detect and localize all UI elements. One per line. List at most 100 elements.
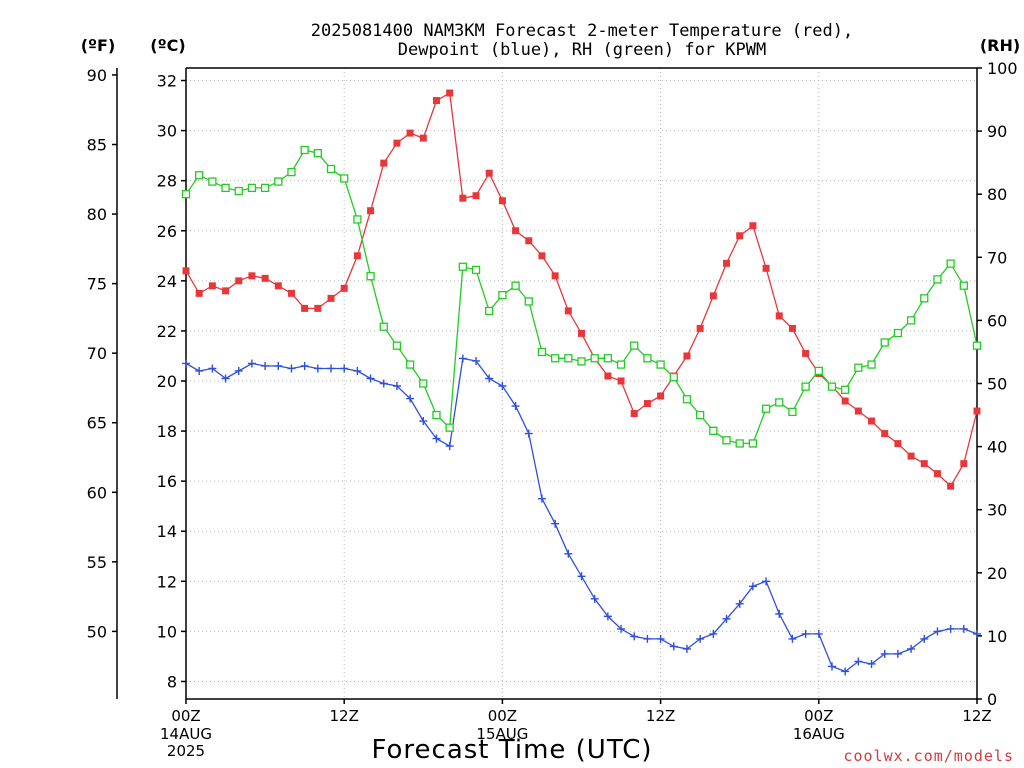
temperature-point [960, 460, 968, 468]
dewpoint-point [221, 374, 230, 383]
rh-point [511, 281, 520, 290]
dewpoint-point [669, 642, 678, 651]
rh-point [379, 322, 388, 331]
dewpoint-point [458, 354, 467, 363]
rh-point [656, 360, 665, 369]
temperature-point [920, 460, 928, 468]
dewpoint-point [959, 624, 968, 633]
dewpoint-point [498, 382, 507, 391]
dewpoint-point [867, 659, 876, 668]
rh-point [709, 426, 718, 435]
rh-point [788, 407, 797, 417]
dewpoint-point [577, 572, 586, 581]
x-axis-label: Forecast Time (UTC) [371, 735, 652, 765]
temperature-point [432, 97, 440, 105]
fahrenheit-tick-label: 55 [87, 553, 107, 572]
dewpoint-point [511, 402, 520, 411]
rh-point [392, 341, 402, 350]
dewpoint-point [485, 374, 494, 383]
dewpoint-point [406, 394, 415, 403]
dewpoint-point [946, 624, 955, 633]
dewpoint-point [603, 612, 612, 621]
rh-point [326, 164, 336, 174]
celsius-tick-label: 20 [157, 372, 177, 391]
dewpoint-point [366, 374, 375, 383]
temperature-point [933, 470, 941, 478]
rh-point [841, 385, 850, 394]
rh-point [419, 379, 428, 388]
temperature-point [261, 274, 269, 282]
x-tick-label: 12Z [330, 707, 359, 725]
rh-point [234, 186, 243, 196]
rh-point [524, 297, 533, 306]
temperature-point [485, 169, 493, 177]
temperature-point [907, 452, 915, 460]
rh-point [590, 354, 599, 363]
temperature-point [564, 307, 572, 315]
fahrenheit-tick-label: 60 [87, 483, 107, 502]
rh-point [920, 294, 929, 303]
rh-point [313, 149, 322, 158]
rh-tick-label: 100 [987, 59, 1018, 78]
dewpoint-point [893, 649, 902, 658]
temperature-point [472, 192, 480, 200]
temperature-point [498, 197, 506, 205]
rh-point [577, 357, 586, 366]
rh-point [300, 145, 309, 155]
fahrenheit-unit-label: (ºF) [81, 36, 116, 55]
celsius-unit-label: (ºC) [150, 36, 185, 55]
temperature-point [973, 407, 981, 415]
temperature-point [723, 259, 731, 267]
rh-point [669, 373, 678, 382]
fahrenheit-tick-label: 80 [87, 205, 107, 224]
dewpoint-point [854, 657, 863, 666]
temperature-point [208, 282, 216, 290]
temperature-point [881, 430, 889, 438]
dewpoint-point [274, 361, 283, 370]
rh-point [181, 190, 191, 199]
rh-point [616, 360, 626, 369]
temperature-point [327, 294, 335, 302]
temperature-point [248, 272, 256, 280]
dewpoint-point [182, 359, 190, 368]
rh-point [405, 360, 415, 369]
dewpoint-point [617, 624, 626, 633]
rh-point [195, 171, 204, 180]
dewpoint-point [195, 366, 204, 375]
rh-tick-label: 80 [987, 185, 1007, 204]
rh-tick-label: 0 [987, 690, 997, 709]
dewpoint-point [300, 361, 309, 370]
dewpoint-point [327, 364, 336, 373]
dewpoint-point [748, 582, 757, 591]
rh-point [471, 265, 481, 275]
rh-point [972, 341, 982, 350]
rh-point [946, 259, 955, 268]
rh-point [906, 316, 916, 325]
rh-tick-label: 60 [987, 311, 1007, 330]
temperature-point [630, 410, 638, 418]
temperature-point [788, 324, 796, 332]
temperature-point [525, 237, 533, 245]
dewpoint-point [247, 359, 256, 368]
rh-point [485, 306, 494, 316]
dewpoint-point [696, 634, 705, 643]
temperature-point [353, 252, 361, 260]
dewpoint-point [590, 594, 599, 603]
dewpoint-point [524, 429, 533, 438]
temperature-point [195, 289, 203, 297]
x-tick-date-label: 16AUG [793, 725, 845, 743]
dewpoint-point [643, 634, 652, 643]
temperature-point [367, 207, 375, 215]
temperature-point [643, 400, 651, 408]
rh-point [498, 291, 507, 300]
temperature-point [775, 312, 783, 320]
rh-point [814, 366, 823, 376]
dewpoint-line [185, 357, 978, 673]
rh-point [432, 410, 441, 420]
dewpoint-point [340, 364, 349, 373]
temperature-point [222, 287, 230, 295]
temperature-point [736, 232, 744, 240]
rh-point [959, 281, 968, 290]
temperature-point [393, 139, 401, 147]
rh-point [696, 410, 705, 420]
